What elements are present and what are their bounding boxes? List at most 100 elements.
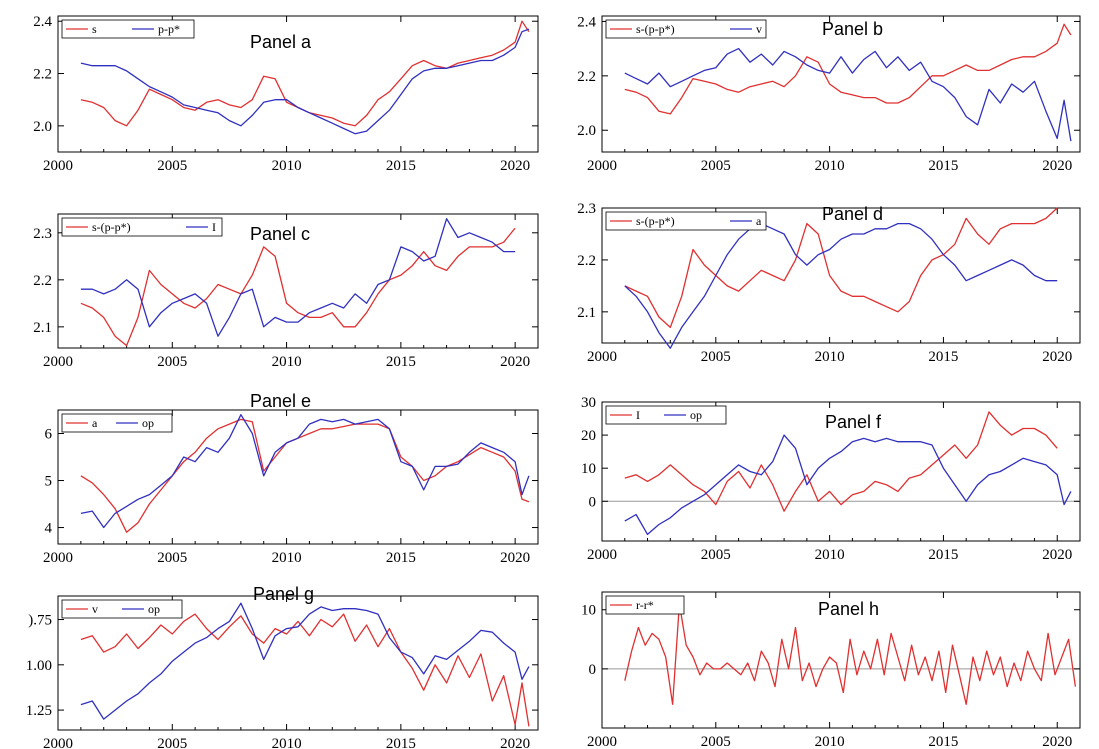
plot-frame [57,595,539,731]
y-tick-label: 2.2 [33,273,52,289]
panel-title: Panel a [250,32,312,52]
x-tick-label: 2010 [815,547,845,563]
panel-g: 2000 2005 2010 2015 2020).75 1.00 1.25 v op Panel… [26,584,539,749]
x-tick-label: 2020 [1042,734,1072,749]
legend [605,211,767,231]
legend [605,19,767,39]
legend-label: I [212,220,216,234]
plot-frame [601,591,1081,729]
series-line-v [624,47,1072,142]
x-tick-label: 2005 [701,349,731,365]
panel-a: 2000 2005 2010 2015 2020 2.0 2.2 2.4 s p-p* Panel … [33,14,539,174]
y-tick-label: 2.2 [33,67,52,83]
x-tick-label: 2020 [500,736,530,749]
x-tick-label: 2000 [587,734,617,749]
legend-label: p-p* [158,22,180,36]
y-tick-label: 2.4 [33,14,52,30]
y-tick-label: 0 [589,494,597,510]
y-tick-label: 10 [581,461,596,477]
series-line-a [624,222,1058,349]
legend-label: a [756,214,762,228]
legend-label: a [92,416,98,430]
y-tick-label: 1.00 [26,658,52,674]
y-tick-label: 4 [45,521,53,537]
legend [61,19,195,39]
y-tick-label: 2.2 [577,69,596,85]
legend-label: v [756,22,762,36]
plot-frame [601,207,1081,344]
x-tick-label: 2020 [1042,158,1072,174]
series-line-op [80,414,530,529]
y-tick-label: 2.1 [577,305,596,321]
series-line-v [80,613,530,727]
plot-frame [57,15,539,153]
series-line-I [80,218,516,337]
series-line-s-p-p [624,207,1058,329]
x-tick-label: 2000 [587,547,617,563]
plot-frame [601,401,1081,542]
series-line-a [80,418,530,533]
y-tick-label: 30 [581,395,596,411]
panel-b: 2000 2005 2010 2015 2020 2.0 2.2 2.4 s-(p-p*) v Pa… [577,14,1081,174]
panel-c: 2000 2005 2010 2015 2020 2.1 2.2 2.3 s-(p-p*) I Pa… [33,213,539,370]
panel-title: Panel c [250,224,310,244]
legend-label: op [148,602,160,616]
x-tick-label: 2010 [272,736,302,749]
legend-label: op [142,416,154,430]
x-tick-label: 2015 [928,734,958,749]
series-line-op [80,602,530,720]
series-line-s-p-p [80,227,516,347]
y-tick-label: 2.2 [577,253,596,269]
panel-title: Panel b [822,19,883,39]
legend-label: op [690,408,702,422]
y-tick-label: 2.0 [577,123,596,139]
y-tick-label: 2.3 [577,201,596,217]
x-tick-label: 2015 [386,158,416,174]
panel-title: Panel f [825,412,882,432]
panel-e: 2000 2005 2010 2015 2020 4 5 6 a op Panel e [43,391,539,566]
series-line-r-r [624,603,1077,705]
x-tick-label: 2015 [928,349,958,365]
panel-title: Panel d [822,204,883,224]
legend-label: r-r* [636,598,654,612]
y-tick-label: 1.25 [26,703,52,719]
legend-label: s [92,22,97,36]
plot-frame [601,15,1081,153]
x-tick-label: 2000 [43,550,73,566]
x-tick-label: 2005 [157,550,187,566]
x-tick-label: 2010 [272,354,302,370]
y-tick-label: 2.4 [577,14,596,30]
x-tick-label: 2005 [157,736,187,749]
x-tick-label: 2015 [386,354,416,370]
x-tick-label: 2010 [272,550,302,566]
x-tick-label: 2000 [43,158,73,174]
y-tick-label: 2.1 [33,320,52,336]
legend-label: I [636,408,640,422]
x-tick-label: 2005 [701,158,731,174]
legend-label: s-(p-p*) [92,220,131,234]
legend [605,595,685,615]
series-line-s-p-p [624,23,1072,115]
x-tick-label: 2010 [815,349,845,365]
series-line-I [624,411,1058,512]
panel-d: 2000 2005 2010 2015 2020 2.1 2.2 2.3 s-(p-p*) a Pa… [577,201,1081,365]
x-tick-label: 2020 [500,550,530,566]
y-tick-label: 0 [589,662,597,678]
x-tick-label: 2015 [386,736,416,749]
x-tick-label: 2010 [272,158,302,174]
x-tick-label: 2020 [500,354,530,370]
legend-label: s-(p-p*) [636,214,675,228]
series-line-p-p [80,28,530,135]
x-tick-label: 2005 [701,547,731,563]
x-tick-label: 2000 [43,354,73,370]
series-line-op [624,434,1072,536]
x-tick-label: 2010 [815,734,845,749]
legend-label: v [92,602,98,616]
panel-title: Panel e [250,391,311,411]
y-tick-label: 20 [581,428,596,444]
legend [61,217,223,237]
x-tick-label: 2015 [386,550,416,566]
panel-h: 2000 2005 2010 2015 2020 0 10 r-r* Panel h [581,591,1081,749]
plot-frame [57,409,539,545]
